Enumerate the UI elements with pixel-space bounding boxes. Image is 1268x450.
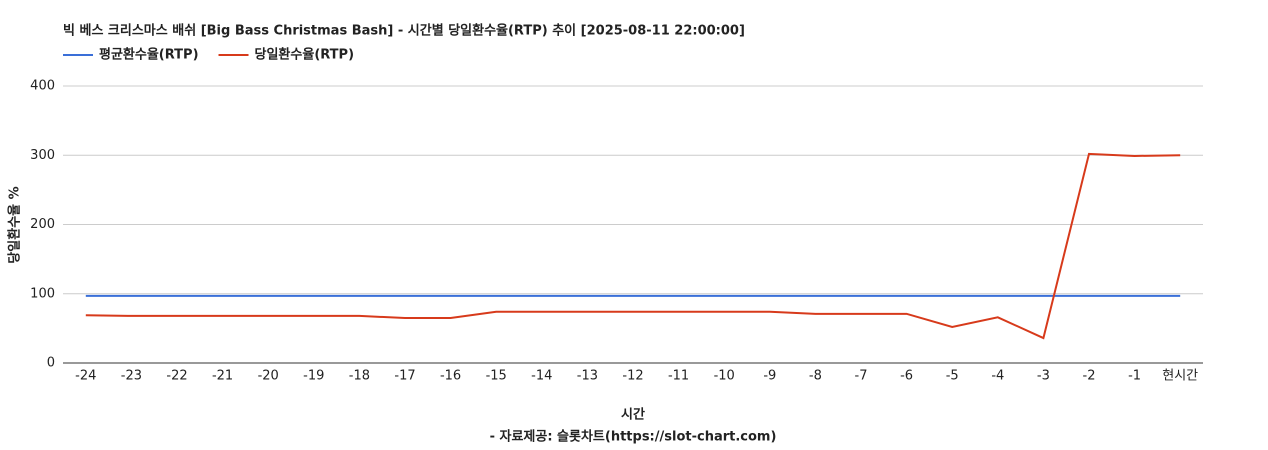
- y-tick-label: 200: [30, 217, 55, 232]
- y-tick-label: 100: [30, 286, 55, 301]
- y-axis-title: 당일환수율 %: [7, 186, 23, 263]
- x-tick-label: -14: [531, 369, 552, 384]
- y-tick-label: 300: [30, 148, 55, 163]
- x-tick-label: -10: [714, 369, 735, 384]
- x-tick-label: -8: [809, 369, 822, 384]
- x-tick-label: -20: [258, 369, 279, 384]
- chart-title: 빅 베스 크리스마스 배쉬 [Big Bass Christmas Bash] …: [63, 23, 745, 39]
- legend-label: 평균환수율(RTP): [99, 47, 199, 63]
- x-tick-label: -21: [212, 369, 233, 384]
- x-tick-label: -18: [349, 369, 370, 384]
- x-tick-label: -11: [668, 369, 689, 384]
- x-tick-label: 현시간: [1162, 369, 1198, 384]
- x-tick-label: -23: [121, 369, 142, 384]
- x-tick-label: -19: [303, 369, 324, 384]
- x-tick-label: -7: [855, 369, 868, 384]
- y-tick-label: 400: [30, 79, 55, 94]
- x-tick-label: -15: [486, 369, 507, 384]
- x-tick-label: -5: [946, 369, 959, 384]
- x-tick-label: -9: [763, 369, 776, 384]
- y-tick-label: 0: [47, 356, 55, 371]
- x-tick-label: -6: [900, 369, 913, 384]
- x-tick-label: -4: [991, 369, 1004, 384]
- source-note: - 자료제공: 슬롯차트(https://slot-chart.com): [490, 429, 777, 445]
- x-axis-title: 시간: [621, 407, 645, 423]
- x-tick-label: -17: [394, 369, 415, 384]
- x-tick-label: -1: [1128, 369, 1141, 384]
- x-tick-label: -13: [577, 369, 598, 384]
- series-line: [85, 152, 1181, 340]
- x-tick-label: -16: [440, 369, 461, 384]
- x-tick-label: -2: [1083, 369, 1096, 384]
- legend-label: 당일환수율(RTP): [255, 47, 355, 63]
- x-tick-label: -22: [166, 369, 187, 384]
- x-tick-label: -24: [75, 369, 96, 384]
- x-tick-label: -12: [622, 369, 643, 384]
- x-tick-label: -3: [1037, 369, 1050, 384]
